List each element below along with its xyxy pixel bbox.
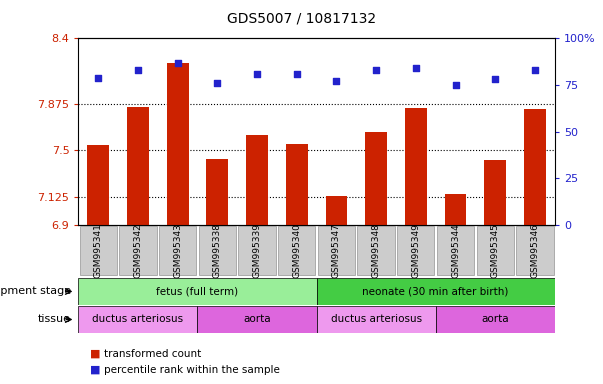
Bar [524, 109, 546, 225]
Text: GSM995345: GSM995345 [491, 223, 500, 278]
Bar [206, 159, 229, 225]
Text: ductus arteriosus: ductus arteriosus [330, 314, 421, 324]
Bar [159, 226, 197, 275]
Bar [278, 226, 315, 275]
Bar [317, 306, 435, 333]
Text: percentile rank within the sample: percentile rank within the sample [104, 365, 280, 375]
Text: GSM995341: GSM995341 [93, 223, 103, 278]
Bar [238, 226, 276, 275]
Bar [198, 306, 317, 333]
Bar [484, 160, 506, 225]
Bar [405, 108, 427, 225]
Text: GSM995344: GSM995344 [451, 223, 460, 278]
Point [332, 78, 341, 84]
Bar [166, 63, 189, 225]
Bar [80, 226, 117, 275]
Text: GSM995349: GSM995349 [411, 223, 420, 278]
Text: aorta: aorta [243, 314, 271, 324]
Point [371, 67, 381, 73]
Text: fetus (full term): fetus (full term) [156, 286, 239, 296]
Text: GSM995342: GSM995342 [133, 223, 142, 278]
Text: ■: ■ [90, 349, 101, 359]
Bar [444, 194, 467, 225]
Text: tissue: tissue [38, 314, 71, 324]
Text: development stage: development stage [0, 286, 71, 296]
Text: GSM995338: GSM995338 [213, 223, 222, 278]
Bar [286, 144, 308, 225]
Bar [437, 226, 474, 275]
Bar [318, 226, 355, 275]
Point [292, 71, 302, 77]
Text: GSM995339: GSM995339 [253, 223, 262, 278]
Point [252, 71, 262, 77]
Text: GSM995347: GSM995347 [332, 223, 341, 278]
Point [411, 65, 421, 71]
Point [212, 80, 222, 86]
Bar [326, 196, 347, 225]
Bar [358, 226, 395, 275]
Bar [516, 226, 554, 275]
Text: GSM995340: GSM995340 [292, 223, 302, 278]
Bar [246, 135, 268, 225]
Point [530, 67, 540, 73]
Bar [435, 306, 555, 333]
Text: ■: ■ [90, 365, 101, 375]
Text: GSM995346: GSM995346 [531, 223, 540, 278]
Text: GDS5007 / 10817132: GDS5007 / 10817132 [227, 12, 376, 25]
Text: neonate (30 min after birth): neonate (30 min after birth) [362, 286, 509, 296]
Point [93, 74, 103, 81]
Text: transformed count: transformed count [104, 349, 201, 359]
Bar [78, 306, 198, 333]
Bar [397, 226, 435, 275]
Point [490, 76, 500, 83]
Bar [127, 107, 149, 225]
Text: aorta: aorta [481, 314, 509, 324]
Point [450, 82, 460, 88]
Bar [317, 278, 555, 305]
Point [133, 67, 143, 73]
Bar [365, 131, 387, 225]
Bar [198, 226, 236, 275]
Point [173, 60, 183, 66]
Text: ductus arteriosus: ductus arteriosus [92, 314, 183, 324]
Text: GSM995348: GSM995348 [371, 223, 380, 278]
Bar [78, 278, 317, 305]
Bar [476, 226, 514, 275]
Bar [87, 145, 109, 225]
Bar [119, 226, 157, 275]
Text: GSM995343: GSM995343 [173, 223, 182, 278]
